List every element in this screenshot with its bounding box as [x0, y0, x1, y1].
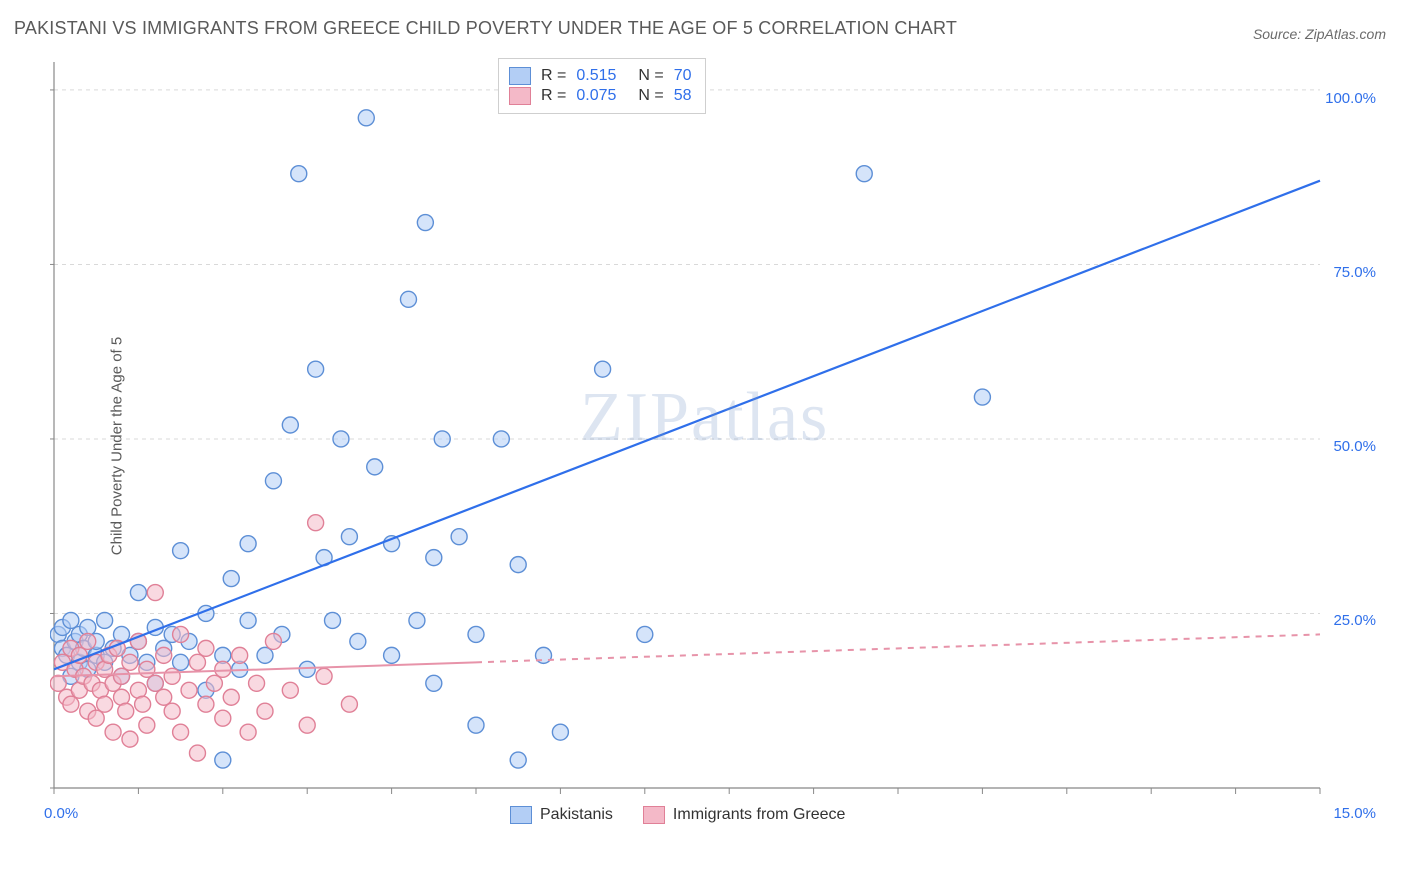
source-label: Source: ZipAtlas.com — [1253, 26, 1386, 42]
n-value: 70 — [674, 67, 692, 85]
x-tick-label: 15.0% — [1333, 805, 1376, 822]
y-tick-label: 50.0% — [1333, 438, 1376, 455]
y-tick-label: 25.0% — [1333, 612, 1376, 629]
legend-label: Immigrants from Greece — [673, 806, 845, 824]
legend-swatch-pink — [509, 87, 531, 105]
n-label: N = — [638, 67, 663, 85]
legend-label: Pakistanis — [540, 806, 613, 824]
legend-swatch-pink — [643, 806, 665, 824]
legend-swatch-blue — [510, 806, 532, 824]
r-label: R = — [541, 67, 566, 85]
legend-row: R = 0.075 N = 58 — [509, 87, 691, 105]
legend-row: R = 0.515 N = 70 — [509, 67, 691, 85]
r-value: 0.075 — [576, 87, 628, 105]
r-value: 0.515 — [576, 67, 628, 85]
x-tick-label: 0.0% — [44, 805, 78, 822]
r-label: R = — [541, 87, 566, 105]
chart-area: R = 0.515 N = 70 R = 0.075 N = 58 ZIPatl… — [50, 58, 1390, 828]
stats-legend: R = 0.515 N = 70 R = 0.075 N = 58 — [498, 58, 706, 114]
legend-item: Pakistanis — [510, 806, 613, 824]
y-tick-label: 75.0% — [1333, 264, 1376, 281]
legend-swatch-blue — [509, 67, 531, 85]
y-tick-label: 100.0% — [1325, 90, 1376, 107]
legend-item: Immigrants from Greece — [643, 806, 845, 824]
n-value: 58 — [674, 87, 692, 105]
page-title: PAKISTANI VS IMMIGRANTS FROM GREECE CHIL… — [14, 18, 957, 39]
scatter-chart — [50, 58, 1390, 828]
series-legend: Pakistanis Immigrants from Greece — [510, 806, 845, 824]
n-label: N = — [638, 87, 663, 105]
